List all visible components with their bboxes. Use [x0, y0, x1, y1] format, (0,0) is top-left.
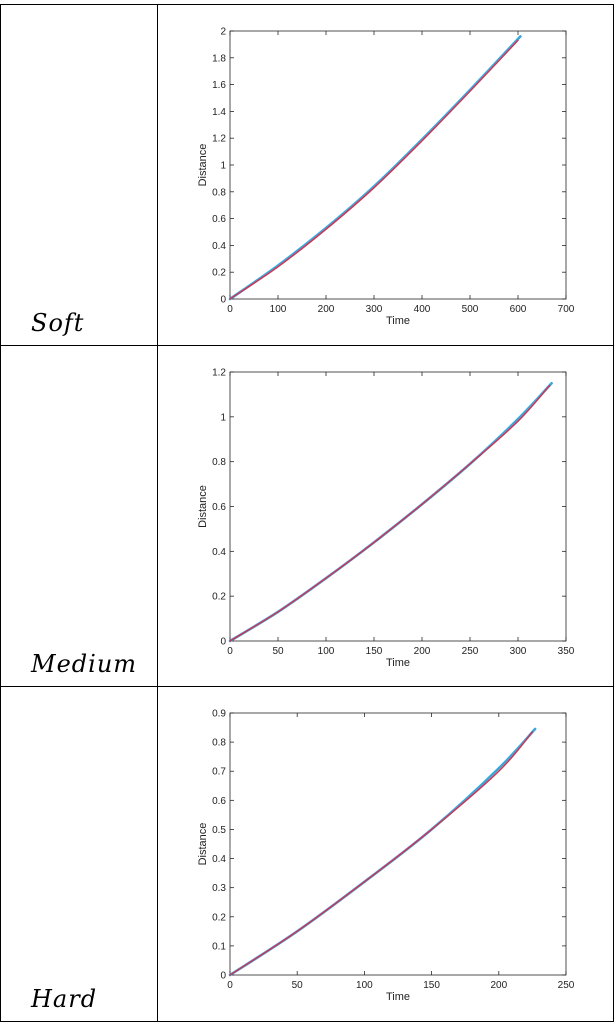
x-tick-label: 350 [558, 646, 575, 657]
series-line-red [229, 39, 519, 300]
x-tick-label: 200 [490, 980, 507, 991]
y-tick-label: 1.2 [212, 134, 226, 145]
x-tick-label: 100 [270, 304, 287, 315]
y-tick-label: 0.8 [212, 187, 226, 198]
row-label: Medium [31, 650, 138, 678]
y-axis-label: Distance [197, 144, 209, 187]
x-tick-label: 0 [227, 304, 233, 315]
series-line-blue [228, 35, 522, 301]
x-tick-label: 600 [510, 304, 527, 315]
y-axis-label: Distance [197, 485, 209, 528]
plot-cell: 0 50 100 150 200 250 0 0.1 0.2 0.3 0.4 0.5 0.6 0.7 0.8… [157, 686, 614, 1022]
row-label: Soft [31, 309, 85, 337]
y-tick-label: 0.8 [212, 457, 226, 468]
plot-area-frame [229, 712, 567, 976]
x-tick-label: 500 [462, 304, 479, 315]
y-tick-label: 0.6 [212, 214, 226, 225]
y-tick-label: 0.6 [212, 502, 226, 513]
y-tick-label: 1 [220, 161, 226, 172]
x-tick-label: 400 [414, 304, 431, 315]
row-label-cell: Medium [0, 345, 158, 687]
x-tick-label: 250 [462, 646, 479, 657]
y-tick-label: 1.4 [212, 107, 226, 118]
y-tick-label: 0.4 [212, 547, 226, 558]
y-tick-label: 1 [220, 412, 226, 423]
x-tick-label: 0 [227, 980, 233, 991]
y-tick-label: 0.5 [212, 825, 226, 836]
x-tick-label: 50 [272, 646, 284, 657]
y-tick-label: 0 [220, 971, 226, 982]
row-label: Hard [31, 985, 98, 1013]
row-label-cell: Soft [0, 4, 158, 346]
row-label-cell: Hard [0, 686, 158, 1022]
y-tick-label: 0.8 [212, 738, 226, 749]
y-tick-label: 0.6 [212, 796, 226, 807]
plot-cell: 0 100 200 300 400 500 600 700 0 0.2 0.4 0.6 0.8 1 1.2 1… [157, 4, 614, 346]
x-tick-label: 100 [318, 646, 335, 657]
y-tick-label: 0.2 [212, 268, 226, 279]
x-axis-label: Time [386, 315, 410, 327]
x-tick-label: 250 [558, 980, 575, 991]
series-line-red [229, 731, 534, 976]
y-tick-label: 0 [220, 637, 226, 648]
series-line-blue [228, 727, 537, 977]
x-tick-label: 150 [366, 646, 383, 657]
x-tick-label: 50 [292, 980, 304, 991]
table-row: Soft 0 100 200 300 400 500 600 700 0 0.2 0.4 0.6 0.8… [0, 4, 614, 346]
x-axis-label: Time [386, 991, 410, 1003]
distance-time-chart: 0 100 200 300 400 500 600 700 0 0.2 0.4 0.6 0.8 1 1.2 1… [197, 27, 575, 328]
y-tick-label: 0.4 [212, 854, 226, 865]
x-tick-label: 150 [423, 980, 440, 991]
y-tick-label: 0.2 [212, 592, 226, 603]
y-tick-label: 0.1 [212, 941, 226, 952]
table-row: Medium 0 50 100 150 200 250 300 350 0 0.2 0.4 0.6 0.… [0, 345, 614, 687]
y-tick-label: 2 [220, 27, 226, 38]
x-tick-label: 200 [318, 304, 335, 315]
y-tick-label: 1.6 [212, 80, 226, 91]
y-tick-label: 1.8 [212, 53, 226, 64]
distance-time-chart: 0 50 100 150 200 250 300 350 0 0.2 0.4 0.6 0.8 1 1.2 Ti… [197, 368, 575, 670]
y-tick-label: 0.9 [212, 709, 226, 720]
x-tick-label: 700 [558, 304, 575, 315]
y-tick-label: 0 [220, 295, 226, 306]
y-axis-label: Distance [197, 823, 209, 866]
plot-area-frame [229, 371, 567, 642]
comparison-table: Soft 0 100 200 300 400 500 600 700 0 0.2 0.4 0.6 0.8… [0, 4, 614, 1022]
x-tick-label: 300 [510, 646, 527, 657]
y-tick-label: 0.2 [212, 912, 226, 923]
x-tick-label: 100 [356, 980, 373, 991]
plot-cell: 0 50 100 150 200 250 300 350 0 0.2 0.4 0.6 0.8 1 1.2 Ti… [157, 345, 614, 687]
y-tick-label: 0.7 [212, 767, 226, 778]
x-tick-label: 0 [227, 646, 233, 657]
table-row: Hard 0 50 100 150 200 250 0 0.1 0.2 0.3 0.4 0.5 0.6 0… [0, 686, 614, 1022]
distance-time-chart: 0 50 100 150 200 250 0 0.1 0.2 0.3 0.4 0.5 0.6 0.7 0.8… [197, 709, 575, 1004]
y-tick-label: 0.3 [212, 883, 226, 894]
x-axis-label: Time [386, 657, 410, 669]
x-tick-label: 200 [414, 646, 431, 657]
series-line-red [229, 384, 551, 642]
y-tick-label: 1.2 [212, 368, 226, 379]
series-line-blue [228, 381, 553, 643]
x-tick-label: 300 [366, 304, 383, 315]
y-tick-label: 0.4 [212, 241, 226, 252]
